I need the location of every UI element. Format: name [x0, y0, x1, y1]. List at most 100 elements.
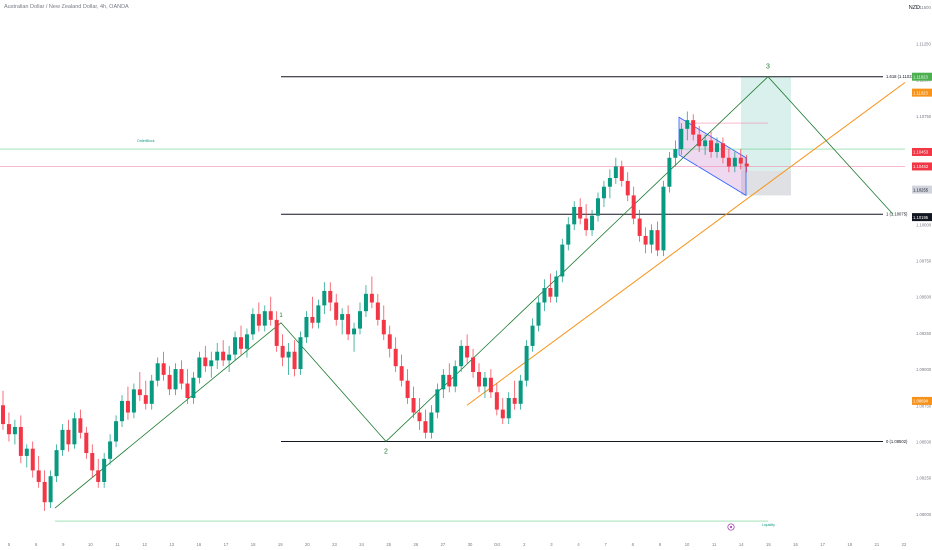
candle-body: [530, 325, 535, 346]
candle-body: [566, 224, 571, 245]
candle-body: [655, 230, 660, 251]
y-tick-label: 1.11250: [916, 41, 931, 46]
candle-body: [12, 426, 17, 435]
price-label-bg: [912, 147, 932, 156]
candle-body: [191, 377, 196, 399]
x-tick-label: 17: [224, 542, 229, 547]
candle-body: [661, 186, 666, 251]
candle-body: [560, 244, 565, 277]
candle-body: [66, 429, 71, 445]
x-tick-label: 22: [902, 542, 907, 547]
candle-body: [673, 149, 678, 158]
price-label-bg: [912, 72, 932, 81]
candle-body: [488, 377, 493, 393]
x-tick-label: 15: [766, 542, 771, 547]
candle-body: [369, 293, 374, 303]
price-label: 1.11023: [913, 74, 928, 79]
y-tick-label: 1.11500: [916, 5, 931, 10]
candle-body: [185, 383, 190, 399]
candle-body: [637, 218, 642, 236]
candle-body: [322, 290, 327, 306]
candle-body: [78, 418, 83, 433]
x-tick-label: 13: [169, 542, 174, 547]
price-label-bg: [912, 88, 932, 97]
x-tick-label: 9: [62, 542, 65, 547]
price-label: 1.10195: [913, 215, 929, 220]
candle-body: [48, 476, 53, 503]
y-tick-label: 1.09750: [916, 259, 932, 264]
y-tick-label: 1.08250: [916, 476, 932, 481]
candle-body: [137, 389, 142, 396]
candle-body: [72, 418, 77, 445]
x-tick-label: Oct: [494, 542, 501, 547]
candle-body: [120, 400, 124, 422]
candle-body: [607, 178, 612, 187]
candle-body: [250, 314, 255, 335]
candle-body: [179, 369, 184, 384]
candle-body: [500, 409, 505, 419]
wave-label-1: 1: [279, 313, 283, 319]
x-tick-label: 3: [550, 542, 553, 547]
candle-body: [625, 180, 630, 196]
symbol-title: Australian Dollar / New Zealand Dollar, …: [4, 4, 129, 10]
candle-body: [685, 120, 690, 129]
y-tick-label: 1.09250: [916, 331, 932, 336]
x-tick-label: 24: [359, 542, 364, 547]
x-tick-label: 17: [820, 542, 825, 547]
candle-body: [18, 426, 23, 456]
y-tick-label: 1.08750: [916, 403, 932, 408]
y-tick-label: 1.08000: [916, 512, 932, 517]
x-tick-label: 11: [712, 542, 717, 547]
candle-body: [143, 395, 148, 404]
candle-body: [381, 319, 386, 335]
candle-body: [536, 302, 541, 326]
candle-body: [340, 314, 345, 320]
y-tick-label: 1.09500: [916, 295, 932, 300]
price-label: 1.10255: [913, 187, 929, 192]
candle-body: [619, 166, 624, 181]
candle-body: [60, 429, 65, 451]
candle-body: [173, 369, 178, 390]
stop-zone: [741, 170, 791, 196]
candle-body: [494, 392, 499, 410]
x-tick-label: 11: [115, 542, 120, 547]
price-label-bg: [912, 162, 932, 171]
candle-body: [96, 470, 101, 482]
candle-body: [334, 302, 339, 320]
candle-body: [1, 405, 5, 425]
x-tick-label: 21: [875, 542, 880, 547]
candle-body: [667, 157, 672, 187]
candle-body: [227, 354, 232, 361]
candle-body: [393, 348, 398, 367]
candle-body: [631, 195, 636, 219]
x-tick-label: 19: [278, 542, 283, 547]
candle-body: [363, 293, 368, 312]
candle-body: [244, 334, 249, 349]
candle-body: [518, 380, 523, 404]
x-tick-label: 30: [468, 542, 473, 547]
candle-body: [643, 235, 648, 245]
trendline: [466, 82, 906, 406]
x-tick-label: 26: [413, 542, 418, 547]
x-tick-label: 18: [847, 542, 852, 547]
candle-body: [697, 134, 702, 147]
x-tick-label: 12: [142, 542, 147, 547]
candle-body: [411, 398, 416, 413]
candle-body: [649, 230, 654, 245]
candle-body: [459, 345, 464, 367]
x-tick-label: 20: [305, 542, 310, 547]
candle-body: [316, 305, 321, 323]
candle-body: [286, 351, 291, 358]
candle-body: [447, 374, 452, 387]
candle-body: [691, 120, 696, 135]
time-marker-icon: [727, 523, 735, 531]
price-label: 1.10453: [913, 164, 929, 169]
candle-body: [423, 421, 428, 433]
candle-body: [298, 337, 303, 370]
x-tick-label: 8: [632, 542, 635, 547]
candle-body: [554, 276, 559, 297]
candle-body: [155, 363, 160, 381]
x-tick-label: 4: [577, 542, 580, 547]
x-tick-label: 27: [441, 542, 446, 547]
